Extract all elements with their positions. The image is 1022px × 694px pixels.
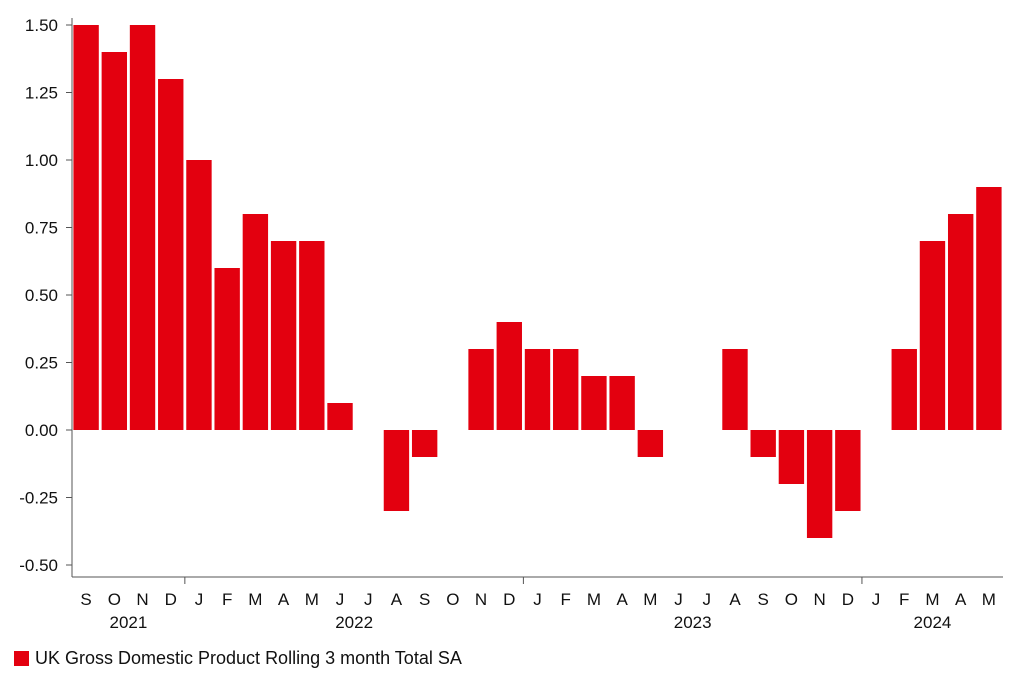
bar [270, 241, 297, 430]
bars-group [73, 25, 1002, 538]
bar [524, 349, 551, 430]
x-tick-label: A [729, 590, 741, 609]
bar [891, 349, 917, 430]
legend-swatch [14, 651, 29, 666]
x-tick-label: S [419, 590, 430, 609]
legend: UK Gross Domestic Product Rolling 3 mont… [14, 648, 462, 669]
bar [327, 403, 353, 430]
x-tick-label: M [982, 590, 996, 609]
x-tick-label: A [278, 590, 290, 609]
x-tick-label: F [222, 590, 232, 609]
x-tick-label: M [587, 590, 601, 609]
bar [101, 52, 128, 430]
y-tick-label: 0.25 [25, 354, 58, 373]
y-tick-label: 1.00 [25, 151, 58, 170]
y-axis-tick-labels: 1.50 1.25 1.00 0.75 0.50 0.25 0.00 -0.25 -0.50 [19, 16, 58, 575]
x-tick-label: J [195, 590, 204, 609]
bar [976, 187, 1002, 430]
x-tick-label: D [842, 590, 854, 609]
x-tick-label: D [165, 590, 177, 609]
bar [129, 25, 156, 430]
x-tick-label: M [643, 590, 657, 609]
x-tick-label: J [336, 590, 345, 609]
x-year-label: 2022 [335, 613, 373, 632]
y-tick-label: -0.50 [19, 556, 58, 575]
bar [242, 214, 269, 430]
y-tick-label: 1.25 [25, 84, 58, 103]
x-tick-label: O [785, 590, 798, 609]
x-tick-label: F [899, 590, 909, 609]
x-tick-label: S [80, 590, 91, 609]
x-tick-label: N [813, 590, 825, 609]
bar [919, 241, 946, 430]
bar [73, 25, 99, 430]
legend-label: UK Gross Domestic Product Rolling 3 mont… [35, 648, 462, 668]
bar [468, 349, 494, 430]
bar [722, 349, 748, 430]
bar [778, 430, 805, 484]
bar [299, 241, 325, 430]
y-tick-label: 0.00 [25, 421, 58, 440]
axes-group [66, 18, 1003, 584]
x-tick-label: J [533, 590, 542, 609]
x-tick-label: F [561, 590, 571, 609]
x-tick-label: A [955, 590, 967, 609]
y-tick-label: 0.50 [25, 286, 58, 305]
x-tick-label: A [391, 590, 403, 609]
bar [835, 430, 861, 511]
bar [383, 430, 410, 511]
x-axis-year-labels: 2021 2022 2023 2024 [110, 613, 952, 632]
bar [609, 376, 635, 430]
x-year-label: 2023 [674, 613, 712, 632]
x-tick-label: N [136, 590, 148, 609]
bar [947, 214, 974, 430]
x-tick-label: J [703, 590, 712, 609]
y-tick-label: 1.50 [25, 16, 58, 35]
bar [750, 430, 776, 457]
bar [581, 376, 607, 430]
x-tick-label: M [248, 590, 262, 609]
x-tick-label: J [364, 590, 373, 609]
x-tick-label: D [503, 590, 515, 609]
bar [214, 268, 240, 430]
bar [158, 79, 184, 430]
bar [186, 160, 212, 430]
x-tick-label: M [305, 590, 319, 609]
y-tick-label: 0.75 [25, 219, 58, 238]
x-tick-label: M [925, 590, 939, 609]
x-tick-label: J [872, 590, 881, 609]
x-year-label: 2021 [110, 613, 148, 632]
bar [637, 430, 664, 457]
bar [553, 349, 579, 430]
x-tick-label: J [674, 590, 683, 609]
y-tick-label: -0.25 [19, 489, 58, 508]
bar [411, 430, 438, 457]
x-tick-label: O [108, 590, 121, 609]
x-tick-label: A [616, 590, 628, 609]
bar [496, 322, 522, 430]
bar [806, 430, 833, 538]
x-tick-label: O [446, 590, 459, 609]
x-year-label: 2024 [914, 613, 952, 632]
x-tick-label: N [475, 590, 487, 609]
x-tick-label: S [758, 590, 769, 609]
